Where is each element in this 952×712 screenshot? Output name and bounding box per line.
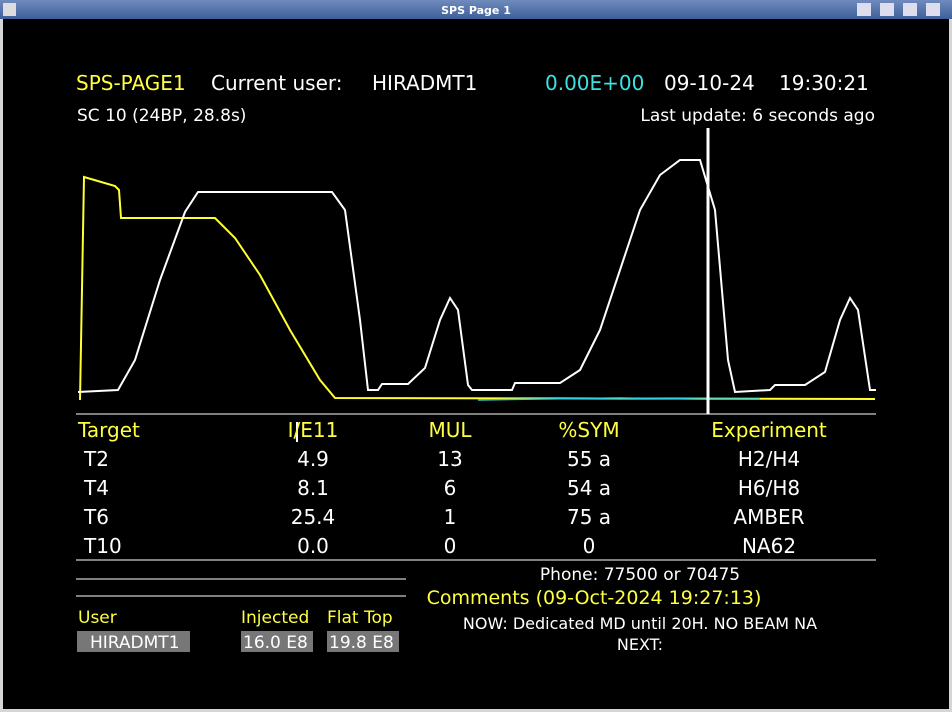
- comments-title: Comments (09-Oct-2024 19:27:13): [427, 587, 762, 609]
- column-header: Experiment: [711, 418, 827, 442]
- table-cell: T6: [83, 505, 109, 529]
- comment-now: NOW: Dedicated MD until 20H. NO BEAM NA: [463, 614, 817, 633]
- page-title: SPS-PAGE1: [76, 71, 186, 95]
- table-cell: T4: [83, 476, 109, 500]
- table-cell: 8.1: [297, 476, 329, 500]
- column-header: %SYM: [558, 418, 619, 442]
- table-cell: 55 a: [567, 447, 611, 471]
- table-cell: NA62: [742, 534, 796, 558]
- window-button[interactable]: [903, 3, 917, 16]
- table-cell: 0: [583, 534, 596, 558]
- panel-label: User: [78, 608, 117, 628]
- table-cell: 25.4: [291, 505, 336, 529]
- table-cell: 75 a: [567, 505, 611, 529]
- comment-next: NEXT:: [617, 635, 663, 654]
- panel-label: Injected: [241, 608, 309, 628]
- value-box: [327, 631, 399, 652]
- date: 09-10-24: [664, 71, 755, 95]
- value-box: [241, 631, 313, 652]
- table-cell: 4.9: [297, 447, 329, 471]
- table-cell: H2/H4: [738, 447, 800, 471]
- trace-white: [77, 159, 876, 394]
- user-label: Current user:: [211, 71, 342, 95]
- trace-yellow: [79, 175, 876, 401]
- value-box: [77, 631, 190, 652]
- cycle: SC 10 (24BP, 28.8s): [77, 106, 246, 126]
- column-header: I/E11: [288, 418, 339, 442]
- table-cell: 0: [444, 534, 457, 558]
- table-cell: 0.0: [297, 534, 329, 558]
- panel-value: 16.0 E8: [243, 633, 308, 653]
- panel-value: 19.8 E8: [329, 633, 394, 653]
- table-cell: 1: [444, 505, 457, 529]
- time: 19:30:21: [779, 71, 869, 95]
- table-cell: H6/H8: [738, 476, 800, 500]
- title-bar: [0, 0, 952, 19]
- window-title: SPS Page 1: [441, 4, 511, 17]
- window-button[interactable]: [857, 3, 871, 16]
- panel-label: Flat Top: [327, 608, 393, 628]
- panel-value: HIRADMT1: [90, 633, 180, 653]
- user: HIRADMT1: [372, 71, 477, 95]
- column-header: MUL: [428, 418, 472, 442]
- table-cell: 54 a: [567, 476, 611, 500]
- table-cell: AMBER: [733, 505, 804, 529]
- window-icon[interactable]: [3, 3, 16, 16]
- content: [3, 19, 949, 709]
- intensity: 0.00E+00: [545, 71, 644, 95]
- table-cell: 6: [444, 476, 457, 500]
- last-update: Last update: 6 seconds ago: [640, 106, 875, 126]
- table-cell: T10: [83, 534, 122, 558]
- phone: Phone: 77500 or 70475: [540, 565, 740, 585]
- column-header: Target: [77, 418, 140, 442]
- trace-cyan: [477, 397, 760, 401]
- table-cell: T2: [83, 447, 109, 471]
- table-cell: 13: [437, 447, 462, 471]
- window-button[interactable]: [880, 3, 894, 16]
- window-button[interactable]: [926, 3, 940, 16]
